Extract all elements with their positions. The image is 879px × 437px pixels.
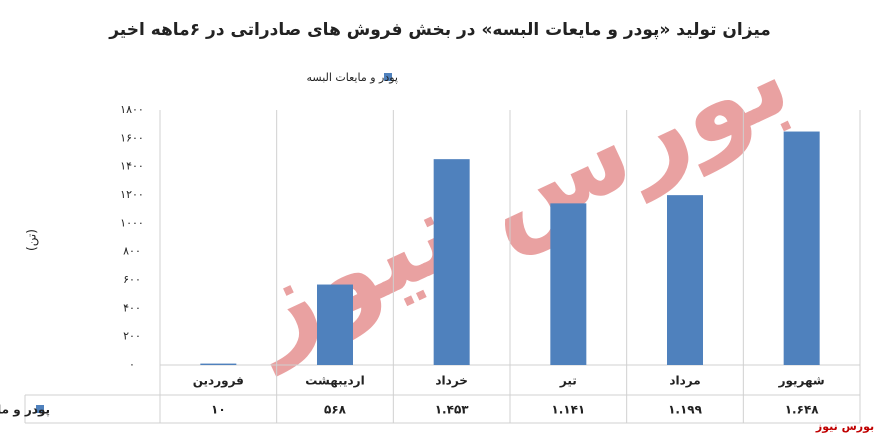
y-tick-label: ۱۰۰۰ xyxy=(120,216,144,229)
y-tick-label: ۱۶۰۰ xyxy=(120,131,144,144)
y-axis-label: (تن) xyxy=(25,229,40,251)
logo: بورس نیوز xyxy=(815,420,874,433)
value-label: ۱۰ xyxy=(211,403,226,417)
table-swatch xyxy=(36,405,44,413)
value-label: ۵۶۸ xyxy=(324,403,347,417)
value-label: ۱.۶۴۸ xyxy=(785,403,820,417)
y-tick-label: ۱۸۰۰ xyxy=(120,103,144,116)
legend-swatch xyxy=(384,73,392,81)
legend-label: پودر و مایعات البسه xyxy=(306,71,398,84)
value-label: ۱.۱۴۱ xyxy=(551,403,585,417)
x-tick-label: خرداد xyxy=(435,374,468,388)
bar xyxy=(783,131,820,365)
bar xyxy=(433,159,470,365)
x-tick-label: شهریور xyxy=(778,374,825,389)
y-tick-label: ۰ xyxy=(129,358,135,371)
y-tick-label: ۴۰۰ xyxy=(123,301,141,314)
bar xyxy=(667,195,703,365)
y-tick-label: ۶۰۰ xyxy=(123,273,141,286)
x-tick-label: تیر xyxy=(559,374,577,388)
x-tick-label: فروردین xyxy=(193,374,244,389)
bar xyxy=(550,203,587,365)
y-tick-label: ۱۴۰۰ xyxy=(120,160,144,173)
bar xyxy=(200,363,237,365)
value-label: ۱.۴۵۳ xyxy=(435,403,470,417)
chart-title: میزان تولید «پودر و مایعات البسه» در بخش… xyxy=(108,20,771,40)
x-tick-label: مرداد xyxy=(669,374,700,388)
x-tick-label: اردیبهشت xyxy=(305,374,364,388)
y-tick-label: ۸۰۰ xyxy=(123,245,141,258)
table-row-label: پودر و مایعات البسه xyxy=(0,403,50,418)
value-label: ۱.۱۹۹ xyxy=(668,403,703,417)
y-tick-label: ۱۲۰۰ xyxy=(120,188,144,201)
bar xyxy=(317,284,353,365)
y-tick-label: ۲۰۰ xyxy=(123,330,141,343)
